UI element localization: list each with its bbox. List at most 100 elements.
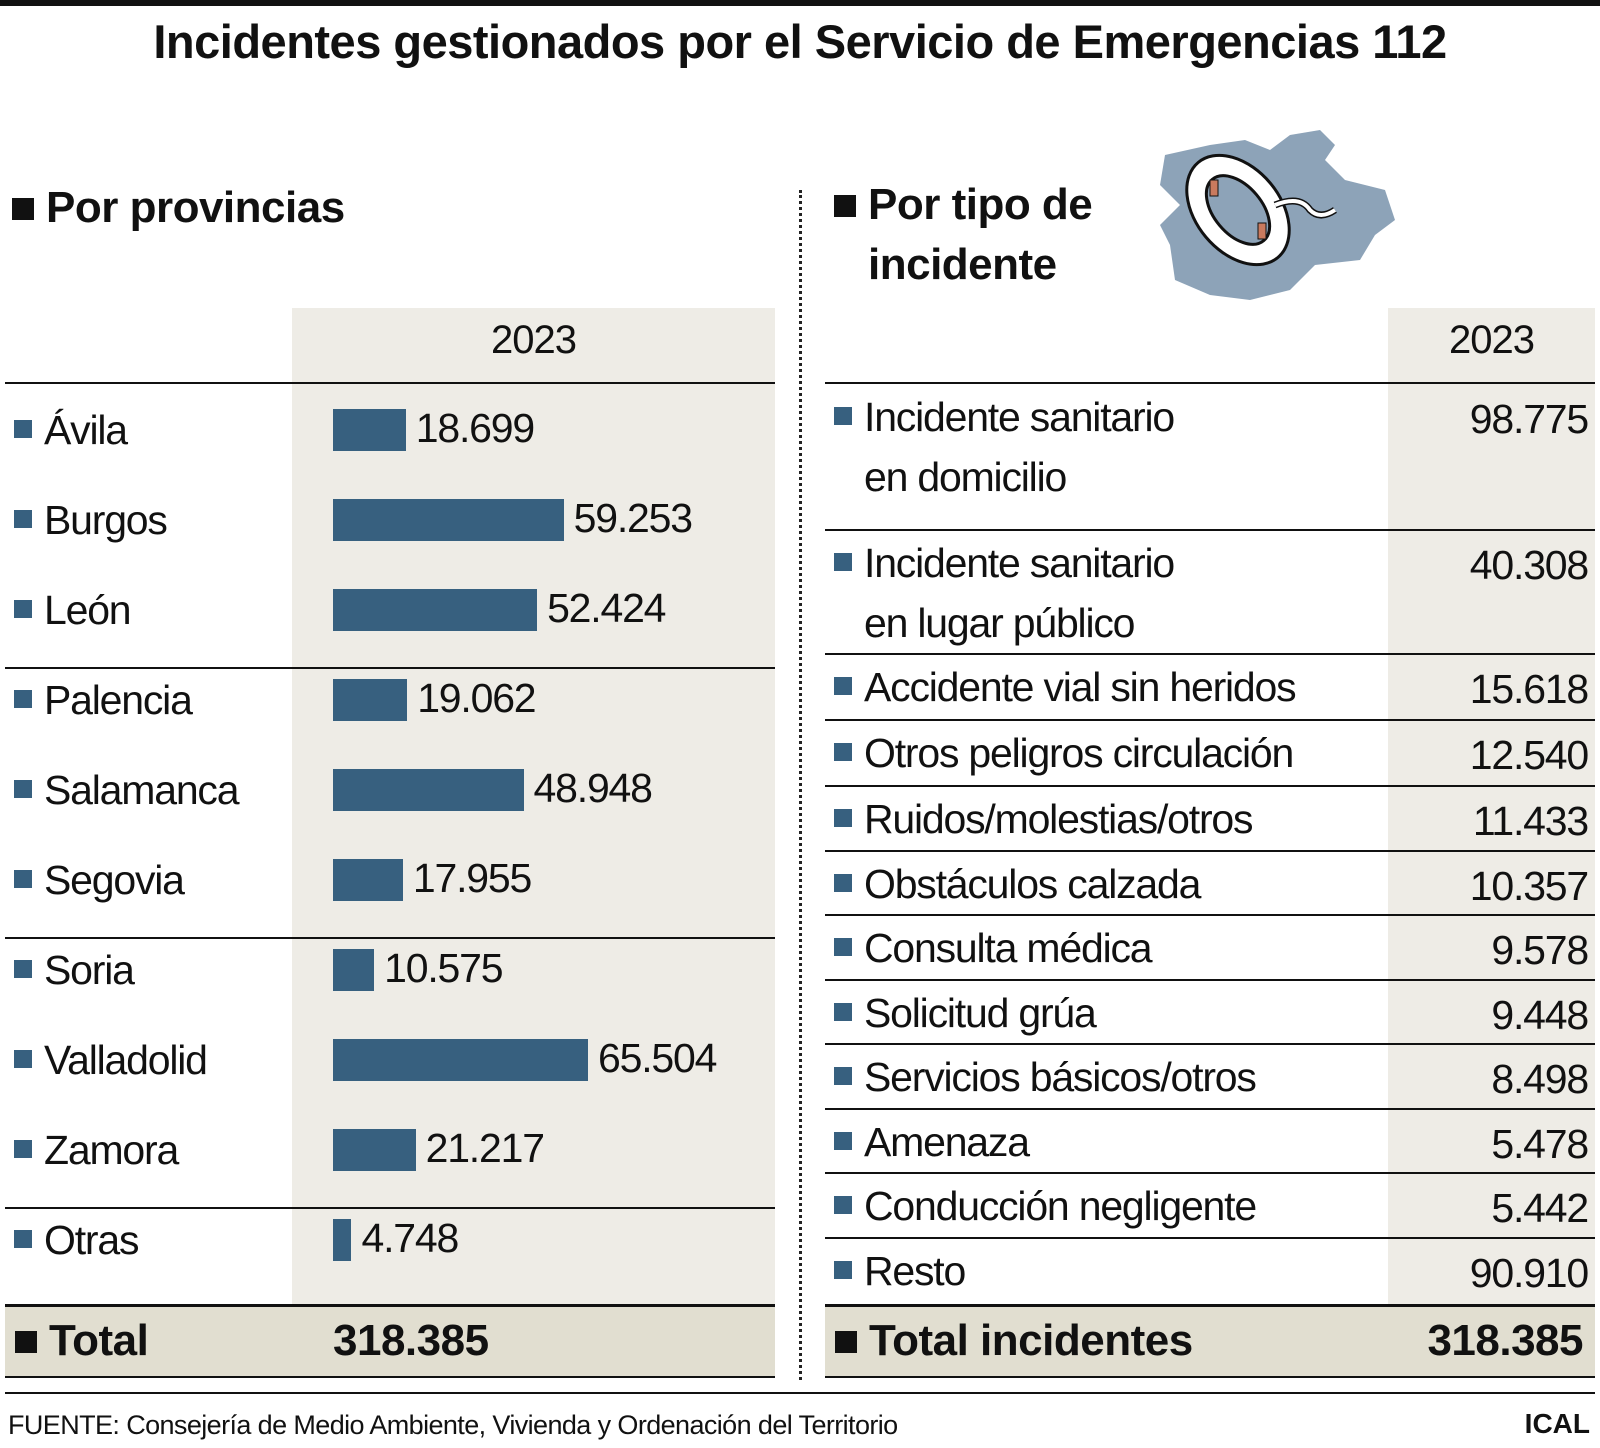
row-label-text: Obstáculos calzada xyxy=(864,860,1201,907)
bar-value-label: 18.699 xyxy=(415,405,535,451)
category-label-text: Ávila xyxy=(44,407,128,453)
column-header-year: 2023 xyxy=(1449,318,1535,362)
category-label-text: Soria xyxy=(44,947,135,993)
section-title-text: Por tipo de incidente xyxy=(868,180,1093,289)
row-label-text: Resto xyxy=(864,1247,966,1294)
row-label: Conducción negligente xyxy=(834,1176,1257,1236)
divider xyxy=(825,529,1595,531)
bullet-icon xyxy=(14,420,32,438)
row-label: Otros peligros circulación xyxy=(834,723,1294,783)
divider xyxy=(825,914,1595,916)
divider xyxy=(5,382,775,384)
category-label-text: Palencia xyxy=(44,677,193,723)
row-label-text: Servicios básicos/otros xyxy=(864,1054,1257,1100)
category-label: Segovia xyxy=(14,850,185,910)
bullet-icon xyxy=(14,1050,32,1068)
row-value: 15.618 xyxy=(1469,666,1589,712)
divider xyxy=(825,719,1595,721)
bullet-icon xyxy=(834,677,852,695)
row-label: Incidente sanitario en lugar público xyxy=(834,533,1175,653)
bar xyxy=(333,679,408,721)
row-label: Obstáculos calzada xyxy=(834,854,1201,914)
category-label: León xyxy=(14,580,132,640)
bullet-icon xyxy=(834,407,852,425)
divider xyxy=(825,1304,1595,1307)
bar xyxy=(333,1219,352,1261)
category-label: Otras xyxy=(14,1210,139,1270)
bullet-icon xyxy=(834,195,856,217)
category-label: Valladolid xyxy=(14,1030,208,1090)
row-value: 90.910 xyxy=(1469,1249,1589,1296)
bullet-icon xyxy=(14,510,32,528)
bar-value-label: 10.575 xyxy=(384,945,503,991)
divider xyxy=(825,1043,1595,1045)
bar xyxy=(333,1129,416,1171)
bar-value-label: 21.217 xyxy=(425,1125,545,1171)
bullet-icon xyxy=(835,1331,857,1353)
divider xyxy=(825,382,1595,384)
bullet-icon xyxy=(834,1067,852,1085)
bar-value-label: 52.424 xyxy=(547,585,666,631)
bar xyxy=(333,589,538,631)
divider xyxy=(5,1376,775,1378)
category-label-text: Zamora xyxy=(44,1127,179,1173)
bar xyxy=(333,409,406,451)
column-header-year: 2023 xyxy=(491,318,577,362)
row-value: 11.433 xyxy=(1472,798,1589,844)
total-label: Total incidentes xyxy=(869,1316,1193,1365)
bullet-icon xyxy=(834,938,852,956)
category-label: Burgos xyxy=(14,490,168,550)
category-label: Salamanca xyxy=(14,760,240,820)
bullet-icon xyxy=(14,600,32,618)
row-value: 12.540 xyxy=(1469,732,1589,778)
bullet-icon xyxy=(15,1331,37,1353)
bar-value-label: 4.748 xyxy=(361,1215,459,1261)
total-value: 318.385 xyxy=(333,1316,489,1365)
category-label: Ávila xyxy=(14,400,128,460)
row-label-text: en lugar público xyxy=(864,600,1135,646)
category-label: Soria xyxy=(14,940,135,1000)
divider xyxy=(825,1376,1595,1378)
category-label-text: Segovia xyxy=(44,857,185,903)
bar xyxy=(333,499,564,541)
category-label-text: Salamanca xyxy=(44,767,240,813)
total-row: Total incidentes 318.385 xyxy=(825,1306,1595,1376)
footer-rule xyxy=(5,1392,1595,1394)
bullet-icon xyxy=(14,870,32,888)
value-column-shade xyxy=(1388,308,1595,1306)
bullet-icon xyxy=(834,1260,852,1279)
divider xyxy=(825,849,1595,852)
row-label: Consulta médica xyxy=(834,918,1153,978)
panel-divider xyxy=(799,190,802,1380)
section-title-provincias: Por provincias xyxy=(12,178,345,238)
bar xyxy=(333,949,375,991)
bar xyxy=(333,859,403,901)
section-title-tipo: Por tipo de incidente xyxy=(834,175,1118,295)
bar-value-label: 48.948 xyxy=(533,765,653,811)
bar-value-label: 17.955 xyxy=(412,855,532,901)
divider xyxy=(825,1107,1595,1110)
row-label-text: Incidente sanitario xyxy=(864,394,1175,440)
category-label-text: León xyxy=(44,587,132,633)
row-label-text: Solicitud grúa xyxy=(864,989,1097,1036)
row-label: Solicitud grúa xyxy=(834,983,1097,1043)
row-label: Ruidos/molestias/otros xyxy=(834,789,1254,849)
bullet-icon xyxy=(14,690,32,708)
row-label-text: en domicilio xyxy=(864,454,1067,500)
row-value: 10.357 xyxy=(1469,862,1589,909)
row-label-text: Amenaza xyxy=(864,1118,1030,1165)
bullet-icon xyxy=(834,873,852,892)
divider xyxy=(825,978,1595,981)
row-value: 40.308 xyxy=(1469,542,1589,588)
bullet-icon xyxy=(12,198,34,220)
brand-logo: ICAL xyxy=(1524,1408,1590,1439)
bullet-icon xyxy=(834,1196,852,1214)
bullet-icon xyxy=(834,553,852,571)
row-value: 9.578 xyxy=(1491,927,1589,973)
divider xyxy=(825,653,1595,655)
row-label: Amenaza xyxy=(834,1112,1030,1172)
row-label-text: Otros peligros circulación xyxy=(864,730,1294,776)
bullet-icon xyxy=(834,1131,852,1150)
category-label-text: Burgos xyxy=(44,497,168,543)
divider xyxy=(5,1304,775,1307)
